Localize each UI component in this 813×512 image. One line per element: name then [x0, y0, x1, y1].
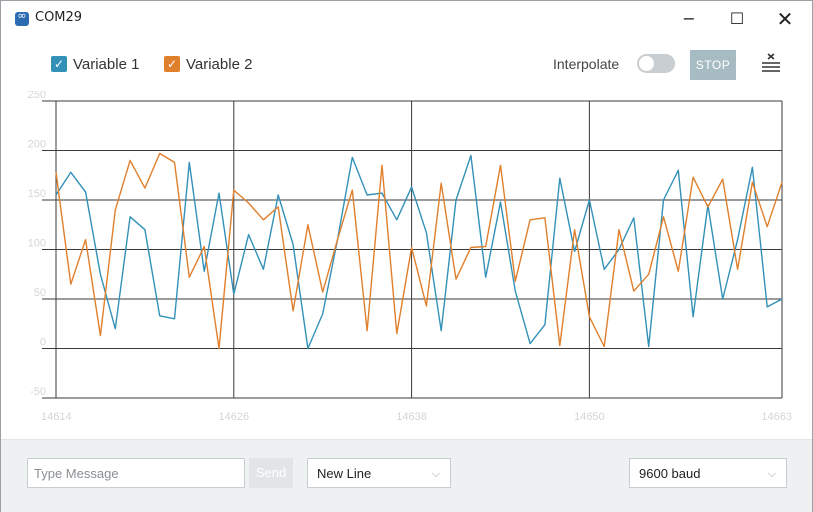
y-tick-label: 50 — [34, 287, 46, 299]
chevron-down-icon: ⌵ — [431, 467, 440, 480]
series-line-variable-2 — [55, 152, 783, 350]
y-tick-label: 0 — [40, 337, 46, 349]
x-tick-label: 14663 — [761, 411, 792, 423]
window-title: COM29 — [35, 10, 83, 25]
variable-2-checkbox[interactable]: ✓ — [164, 56, 180, 72]
x-tick-label: 14638 — [396, 411, 427, 423]
x-tick-label: 14626 — [218, 411, 249, 423]
y-tick-label: 200 — [28, 139, 46, 151]
maximize-button[interactable]: ☐ — [729, 9, 745, 28]
clear-list-icon[interactable] — [759, 53, 783, 75]
arduino-infinity-icon — [15, 9, 29, 26]
variable-1-label: Variable 1 — [73, 55, 140, 73]
x-tick-label: 14614 — [41, 411, 72, 423]
line-ending-value: New Line — [317, 466, 372, 481]
chevron-down-icon: ⌵ — [767, 467, 776, 480]
serial-plot-chart: 250 200 150 100 50 0 -50 14614 14626 14638 14650 14… — [28, 91, 792, 423]
y-tick-label: -50 — [30, 386, 46, 398]
legend-item-variable-1[interactable]: ✓ Variable 1 — [51, 54, 139, 74]
baud-rate-value: 9600 baud — [639, 466, 701, 481]
close-button[interactable]: ✕ — [776, 7, 794, 31]
minimize-button[interactable]: − — [682, 9, 696, 28]
baud-rate-select[interactable]: 9600 baud ⌵ — [629, 458, 787, 488]
line-ending-select[interactable]: New Line ⌵ — [307, 458, 451, 488]
interpolate-label: Interpolate — [553, 56, 620, 72]
variable-2-label: Variable 2 — [186, 55, 253, 73]
message-bar: Send New Line ⌵ 9600 baud ⌵ — [1, 439, 812, 512]
message-input[interactable] — [27, 458, 245, 488]
stop-button[interactable]: STOP — [690, 50, 736, 80]
y-tick-label: 150 — [28, 188, 46, 200]
toggle-knob — [639, 56, 654, 71]
x-tick-label: 14650 — [574, 411, 605, 423]
variable-1-checkbox[interactable]: ✓ — [51, 56, 67, 72]
interpolate-toggle[interactable] — [637, 54, 675, 73]
send-button[interactable]: Send — [249, 458, 293, 488]
legend-item-variable-2[interactable]: ✓ Variable 2 — [164, 54, 252, 74]
y-tick-label: 100 — [28, 238, 46, 250]
title-bar: COM29 − ☐ ✕ — [1, 1, 812, 35]
y-tick-label: 250 — [28, 91, 46, 101]
plotter-toolbar: ✓ Variable 1 ✓ Variable 2 Interpolate ST… — [1, 41, 812, 85]
